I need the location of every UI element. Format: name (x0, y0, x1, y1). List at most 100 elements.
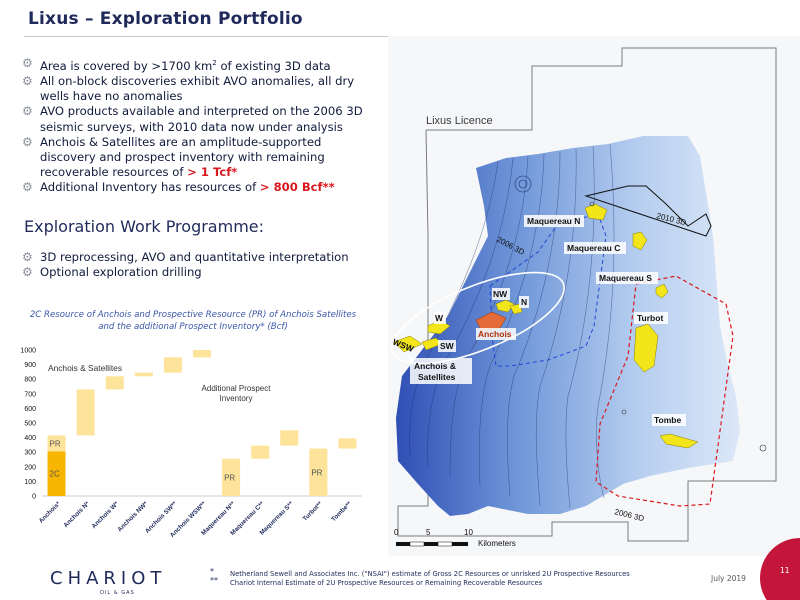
summary-bullet-list: ⚙ Area is covered by >1700 km2 of existin… (22, 56, 372, 196)
slide-title: Lixus – Exploration Portfolio (28, 9, 303, 29)
label-tombe: Tombe (654, 415, 682, 425)
waterfall-bar (222, 458, 241, 496)
bar-data-label: PR (50, 439, 61, 448)
label-turbot: Turbot (637, 313, 663, 323)
scale-label-10: 10 (464, 528, 473, 537)
page-number: 11 (780, 566, 790, 575)
prospect-maquereau-s (655, 283, 669, 299)
chart-annotation-additional-inventory: Additional Prospect Inventory (202, 384, 272, 403)
summary-bullet-text: Anchois & Satellites are an amplitude-su… (40, 134, 325, 180)
bar-data-label: PR (224, 473, 235, 482)
resource-waterfall-chart: 0 100 200 300 400 500 600 700 800 900 1000 2C PR PR PR… (20, 348, 362, 539)
footnote-marker-2: ** (210, 576, 218, 585)
x-category-label: Turbot** (302, 500, 325, 523)
summary-bullet-sup: 2 (212, 59, 217, 67)
summary-bullet: ⚙ Anchois & Satellites are an amplitude-s… (22, 135, 372, 181)
licence-boundary (397, 47, 777, 542)
footnote-markers: * ** (210, 567, 218, 585)
work-programme-bullet-list: ⚙ 3D reprocessing, AVO and quantitative i… (22, 250, 372, 280)
waterfall-bar (338, 438, 357, 449)
waterfall-bar (163, 357, 182, 373)
seamount-contour-inner (518, 179, 528, 189)
bar-data-label: 2C (50, 470, 60, 479)
gear-bullet-icon: ⚙ (22, 56, 33, 70)
waterfall-bar (47, 435, 66, 452)
y-tick-label: 200 (24, 464, 36, 471)
label-bg (524, 215, 584, 227)
label-sw: SW (440, 341, 455, 351)
logo-subtitle: OIL & GAS (100, 590, 135, 596)
summary-bullet-text: Additional Inventory has resources of (40, 180, 260, 195)
resource-highlight: > 800 Bcf** (259, 180, 335, 195)
prospect-anchois-wsw (393, 335, 423, 353)
gear-bullet-icon: ⚙ (22, 250, 33, 264)
annotation-line: Additional Prospect (202, 384, 272, 393)
y-tick-label: 0 (32, 494, 36, 501)
slide-date: July 2019 (711, 574, 746, 583)
prospect-maquereau-n (584, 203, 608, 221)
label-anchois-satellites-text: Anchois & (414, 361, 456, 371)
scale-bar: 0 5 10 Kilometers (394, 528, 516, 548)
footnote-marker-1: * (210, 567, 214, 576)
gear-bullet-icon: ⚙ (22, 74, 33, 89)
work-programme-bullet-text: Optional exploration drilling (40, 265, 202, 280)
summary-bullet: ⚙ All on-block discoveries exhibit AVO an… (22, 74, 372, 104)
y-tick-label: 100 (24, 479, 36, 486)
label-maquereau-c: Maquereau C (567, 243, 620, 253)
survey-2010-3d-outline (584, 185, 712, 237)
label-bg (596, 272, 658, 284)
footnote: Netherland Sewell and Associates Inc. ("… (212, 570, 630, 588)
y-tick-label: 600 (24, 406, 36, 413)
scale-label-5: 5 (426, 528, 431, 537)
x-category-label: Anchois W* (90, 500, 120, 530)
work-programme-heading: Exploration Work Programme: (24, 217, 265, 236)
summary-bullet-text: All on-block discoveries exhibit AVO ano… (40, 74, 355, 104)
y-tick-label: 300 (24, 450, 36, 457)
company-logo: CHARIOT (50, 568, 166, 589)
scale-label-0: 0 (394, 528, 399, 537)
footnote-line-1: Netherland Sewell and Associates Inc. ("… (230, 570, 630, 578)
gear-bullet-icon: ⚙ (22, 265, 33, 280)
label-bg (438, 340, 456, 352)
label-bg (410, 358, 472, 384)
label-bg (564, 242, 626, 254)
scale-label-units: Kilometers (478, 539, 516, 548)
footnote-line-2: Chariot Internal Estimate of 2U Prospect… (230, 579, 543, 587)
logo-wordmark: CHARIOT (50, 568, 167, 589)
well-marker (589, 201, 595, 207)
summary-bullet-text: AVO products available and interpreted o… (40, 104, 363, 134)
well-marker (759, 444, 767, 452)
resource-highlight: > 1 Tcf* (187, 165, 238, 180)
well-marker (621, 409, 627, 415)
anchois-satellites-ellipse (391, 271, 565, 365)
gear-bullet-icon: ⚙ (22, 134, 33, 149)
y-tick-label: 500 (24, 421, 36, 428)
x-category-label: Tombe** (330, 500, 353, 523)
label-bg (634, 312, 668, 324)
survey-2006-3d-west-outline (489, 213, 607, 367)
waterfall-bar (47, 451, 66, 496)
label-bg (434, 312, 446, 324)
prospect-maquereau-c (632, 231, 648, 251)
chart-annotation-anchois-satellites: Anchois & Satellites (48, 363, 122, 373)
licence-label: Lixus Licence (426, 115, 493, 127)
seamount-contour (514, 175, 532, 193)
label-bg (652, 414, 686, 426)
summary-bullet-text: Area is covered by >1700 km (40, 58, 213, 73)
survey-2006-3d-south-outline (595, 275, 734, 507)
label-w: W (435, 313, 444, 323)
x-category-label: Anchois N* (62, 500, 91, 529)
chart-title: 2C Resource of Anchois and Prospective R… (29, 310, 357, 332)
exploration-map: Lixus Licence 2010 3D 2006 3D 2006 3D Ma… (388, 36, 800, 556)
bar-data-label: PR (311, 468, 322, 477)
work-programme-bullet: ⚙ 3D reprocessing, AVO and quantitative i… (22, 250, 372, 265)
annotation-line: Inventory (220, 394, 253, 403)
gear-bullet-icon: ⚙ (22, 180, 33, 195)
y-tick-label: 400 (24, 435, 36, 442)
work-programme-bullet: ⚙ Optional exploration drilling (22, 265, 372, 280)
y-tick-label: 700 (24, 391, 36, 398)
label-bg (519, 296, 529, 308)
label-bg (476, 328, 516, 340)
label-maquereau-s: Maquereau S (599, 273, 652, 283)
waterfall-bar (280, 430, 299, 446)
